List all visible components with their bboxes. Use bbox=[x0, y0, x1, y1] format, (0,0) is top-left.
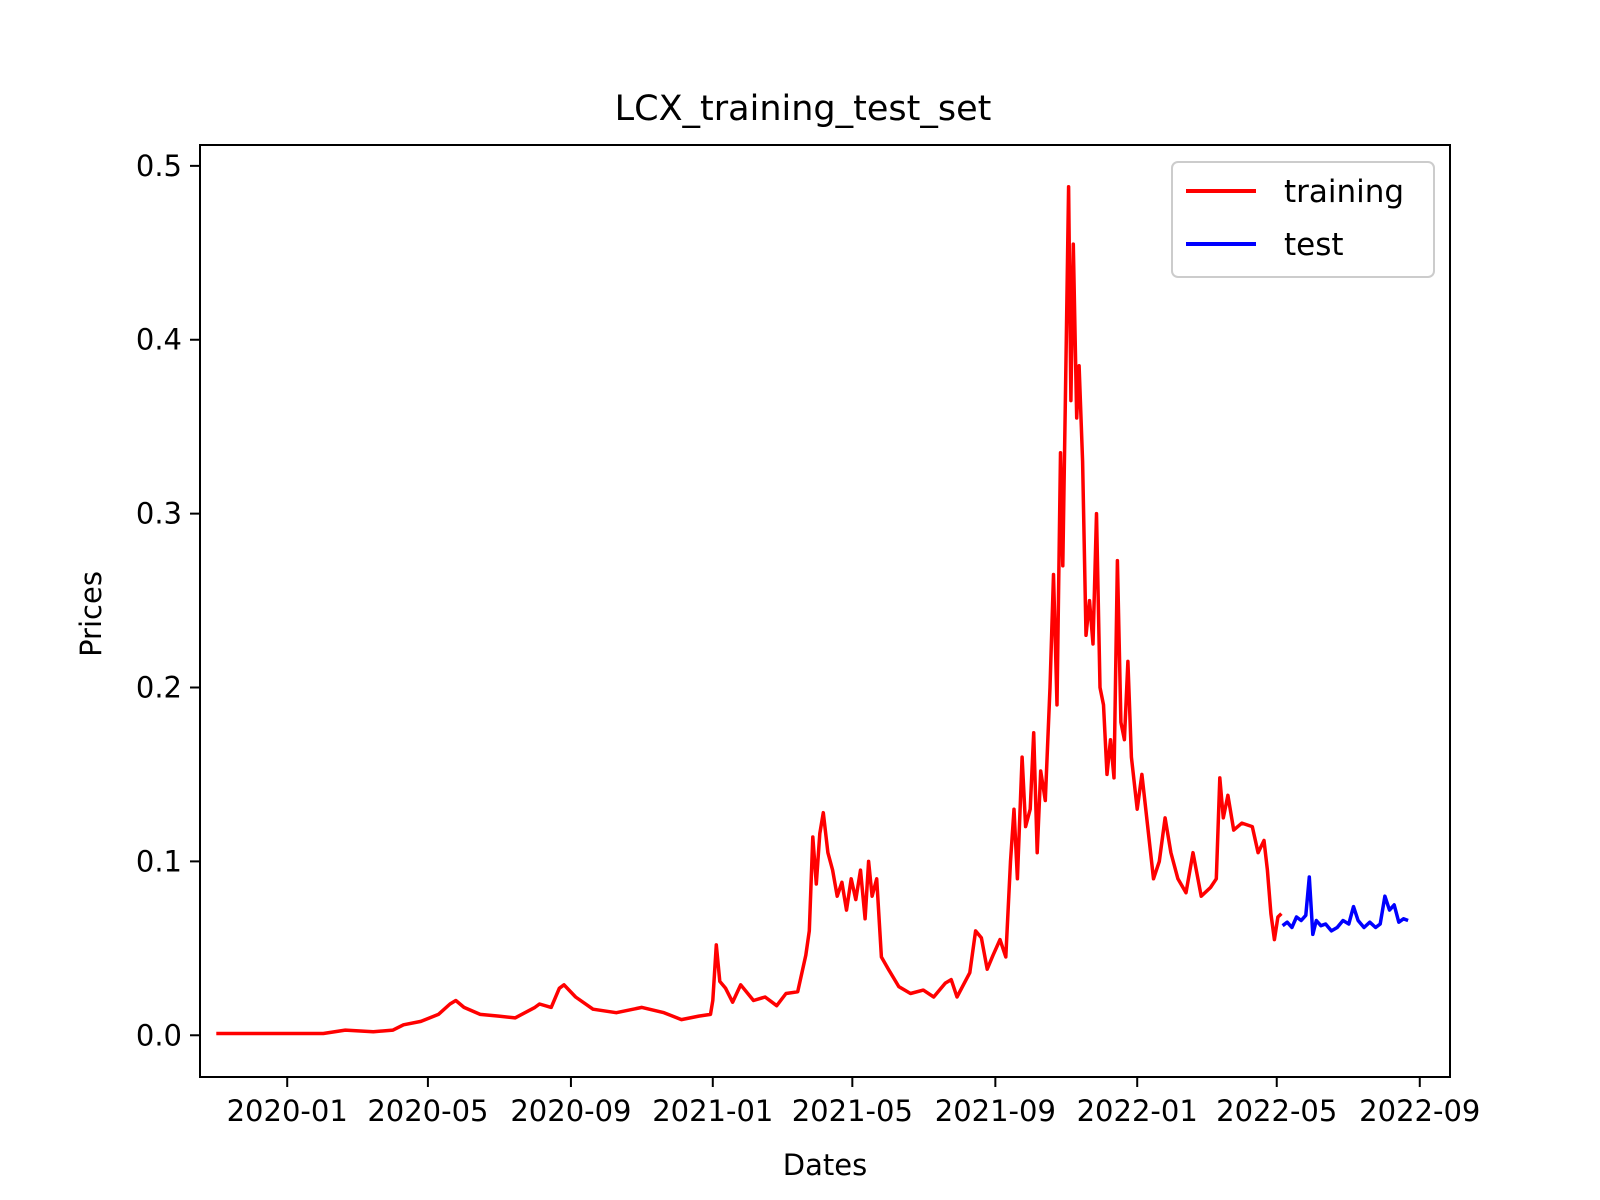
y-tick-label: 0.3 bbox=[136, 497, 182, 531]
chart-title: LCX_training_test_set bbox=[615, 89, 992, 129]
x-tick-label: 2021-09 bbox=[935, 1094, 1056, 1128]
x-axis-ticks: 2020-01 2020-05 2020-09 2021-01 2021-05 2021-… bbox=[227, 1077, 1480, 1128]
legend-test-label: test bbox=[1284, 227, 1344, 263]
plot-frame bbox=[199, 144, 1451, 1078]
y-tick-label: 0.1 bbox=[136, 844, 182, 878]
x-tick-label: 2022-05 bbox=[1216, 1094, 1337, 1128]
y-axis-label: Prices bbox=[74, 571, 108, 657]
y-tick-label: 0.2 bbox=[136, 671, 182, 705]
series-layer bbox=[216, 184, 1409, 1036]
y-axis-ticks: 0.0 0.1 0.2 0.3 0.4 0.5 bbox=[136, 149, 200, 1052]
x-tick-label: 2021-05 bbox=[792, 1094, 913, 1128]
x-tick-label: 2022-01 bbox=[1077, 1094, 1198, 1128]
x-tick-label: 2020-09 bbox=[510, 1094, 631, 1128]
legend: training test bbox=[1171, 161, 1435, 278]
x-axis-label: Dates bbox=[783, 1148, 867, 1182]
legend-training-label: training bbox=[1284, 174, 1404, 210]
series-line-training bbox=[216, 184, 1283, 1036]
y-tick-label: 0.5 bbox=[136, 149, 182, 183]
y-tick-label: 0.0 bbox=[136, 1018, 182, 1052]
x-tick-label: 2022-09 bbox=[1359, 1094, 1480, 1128]
x-tick-label: 2021-01 bbox=[652, 1094, 773, 1128]
series-line-test bbox=[1281, 875, 1409, 937]
y-tick-label: 0.4 bbox=[136, 323, 182, 357]
x-tick-label: 2020-05 bbox=[367, 1094, 488, 1128]
x-tick-label: 2020-01 bbox=[227, 1094, 348, 1128]
